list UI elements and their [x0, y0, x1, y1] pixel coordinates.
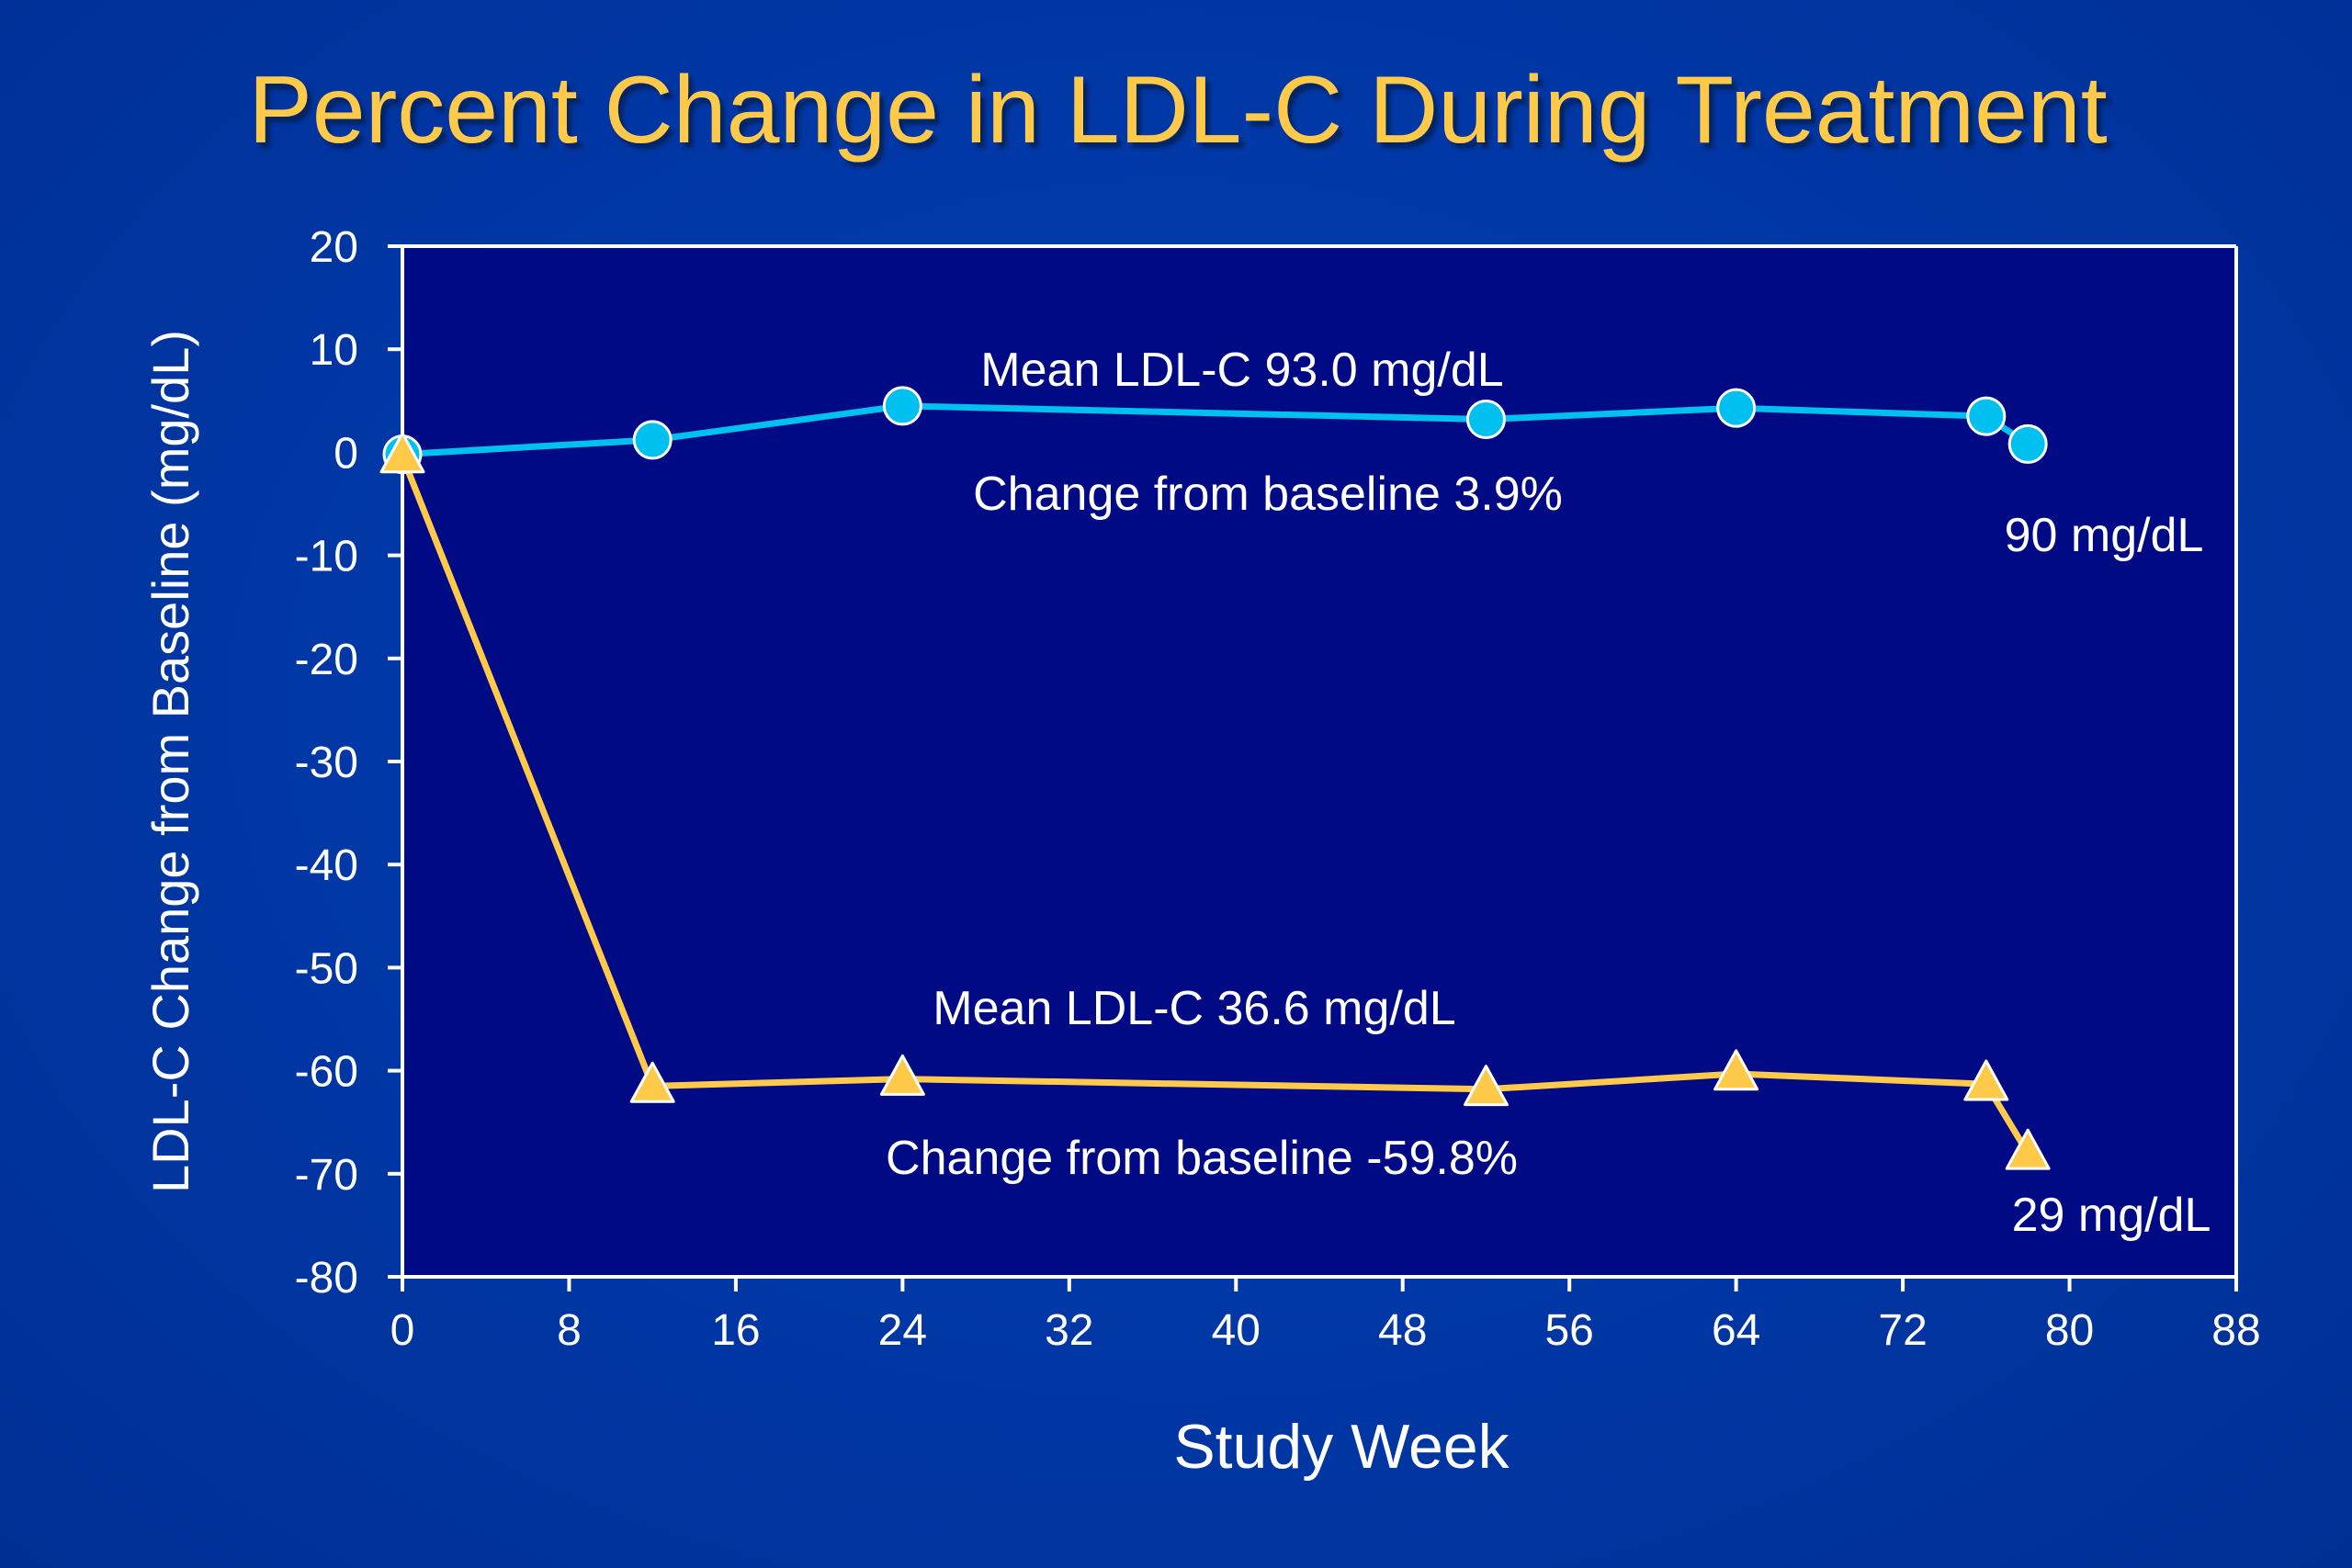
data-point: [379, 432, 425, 474]
data-point: [1716, 388, 1757, 428]
annotation-treatment-final: 29 mg/dL: [2012, 1189, 2211, 1242]
y-tick-label: -20: [295, 636, 358, 684]
y-tick-label: -60: [295, 1048, 358, 1097]
y-axis-ticks: 20 10 0 -10 -20 -30 -40 -50 -60 -70 -80: [295, 223, 402, 1303]
x-tick-label: 40: [1212, 1306, 1261, 1355]
annotation-placebo-change: Change from baseline 3.9%: [973, 468, 1563, 521]
x-tick-label: 72: [1878, 1306, 1927, 1355]
x-tick-label: 56: [1544, 1306, 1593, 1355]
y-axis-title: LDL-C Change from Baseline (mg/dL): [141, 330, 199, 1193]
x-axis-ticks: 0 8 16 24 32 40 48 56 64 72 80 88: [390, 1277, 2261, 1355]
x-tick-label: 32: [1045, 1306, 1093, 1355]
series-layer: [379, 386, 2051, 1170]
x-tick-label: 8: [557, 1306, 582, 1355]
data-point: [1463, 1065, 1509, 1107]
annotation-placebo-final: 90 mg/dL: [2005, 509, 2204, 562]
x-tick-label: 48: [1378, 1306, 1427, 1355]
data-point: [2005, 1128, 2051, 1170]
x-tick-label: 0: [390, 1306, 415, 1355]
y-tick-label: -80: [295, 1254, 358, 1303]
x-tick-label: 24: [878, 1306, 927, 1355]
annotation-treatment-mean: Mean LDL-C 36.6 mg/dL: [933, 982, 1455, 1035]
data-point: [882, 386, 922, 426]
y-tick-label: -10: [295, 533, 358, 581]
annotation-placebo-mean: Mean LDL-C 93.0 mg/dL: [980, 344, 1503, 397]
data-point: [629, 1061, 675, 1103]
data-point: [632, 420, 673, 460]
y-tick-label: -40: [295, 841, 358, 890]
chart-title: Percent Change in LDL-C During Treatment: [248, 57, 2107, 164]
x-tick-label: 88: [2211, 1306, 2260, 1355]
annotation-treatment-change: Change from baseline -59.8%: [886, 1132, 1518, 1185]
y-tick-label: -70: [295, 1151, 358, 1200]
y-tick-label: -30: [295, 739, 358, 787]
y-tick-label: 20: [310, 223, 358, 272]
y-tick-label: 0: [334, 429, 358, 478]
x-tick-label: 64: [1712, 1306, 1760, 1355]
plot-area: [402, 246, 2236, 1277]
x-tick-label: 80: [2045, 1306, 2094, 1355]
y-tick-label: -50: [295, 944, 358, 993]
data-point: [879, 1054, 925, 1096]
data-point: [2007, 423, 2048, 464]
x-tick-label: 16: [711, 1306, 760, 1355]
y-tick-label: 10: [310, 326, 358, 375]
series-1: [382, 386, 2048, 475]
data-point: [1966, 396, 2007, 436]
x-axis-title: Study Week: [1173, 1412, 1510, 1482]
data-point: [1465, 399, 1506, 439]
data-point: [1963, 1059, 2009, 1101]
series-2: [379, 432, 2051, 1170]
data-point: [1713, 1049, 1759, 1091]
